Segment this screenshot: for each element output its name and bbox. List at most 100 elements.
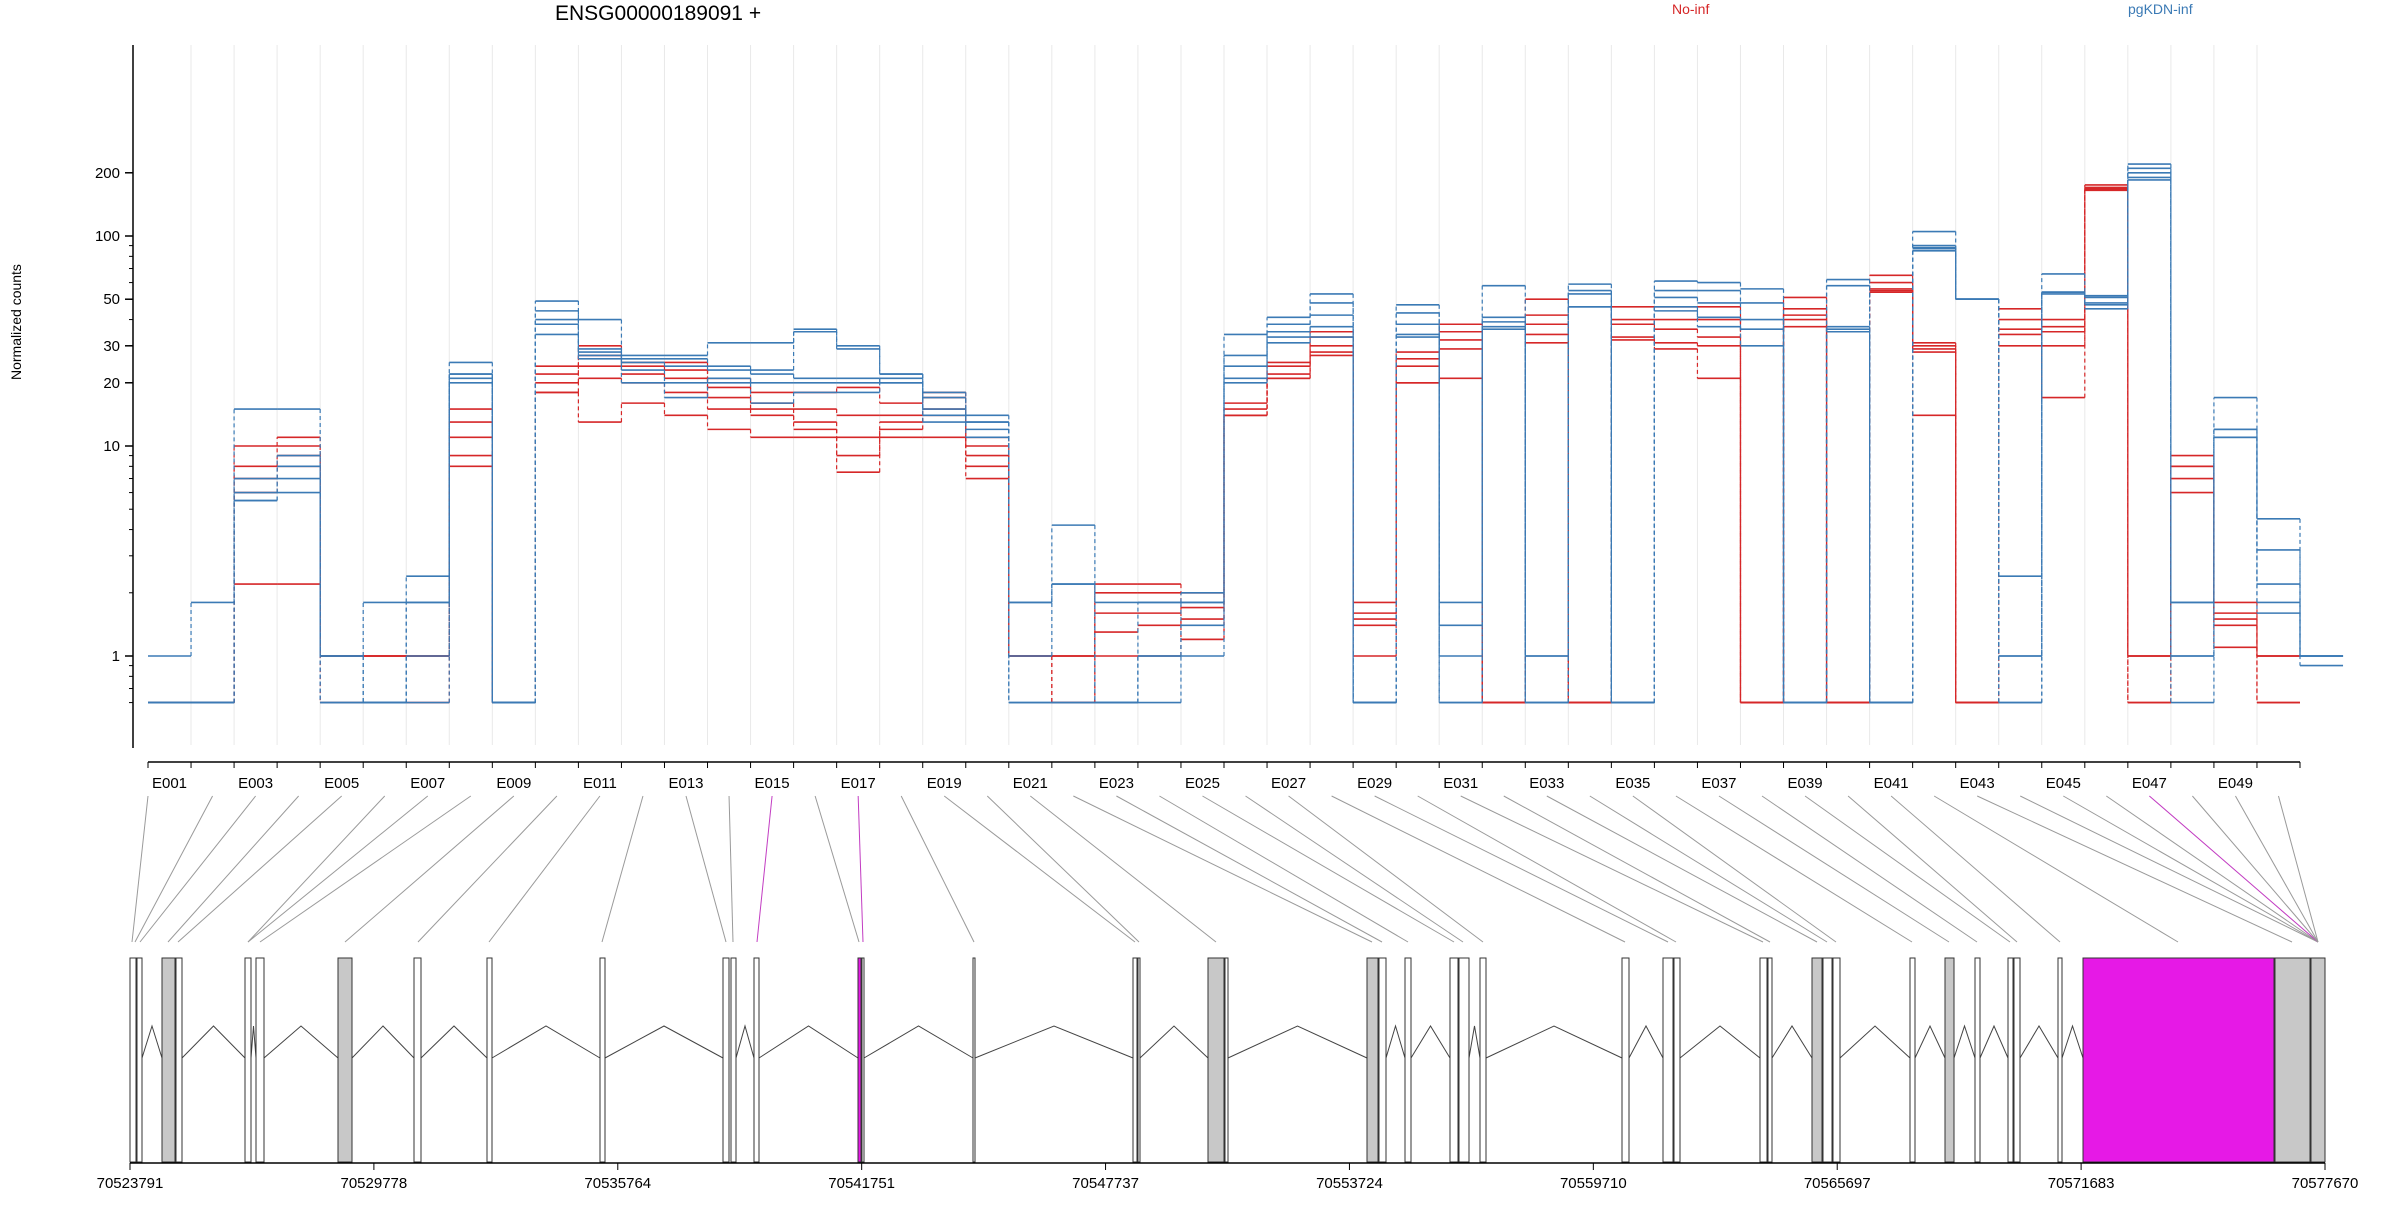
exon-connector [1632, 795, 1837, 943]
exon-connector [857, 795, 864, 943]
exon-connector [134, 795, 214, 943]
intron-line [1628, 1024, 1664, 1059]
x-tick-label: E011 [583, 775, 617, 792]
exon-box [1404, 957, 1412, 1163]
exon-connector [2149, 795, 2319, 943]
exon-box [2310, 957, 2326, 1163]
exon-box [2013, 957, 2021, 1163]
exon-box [337, 957, 353, 1163]
exon-connector [2192, 795, 2319, 943]
intron-line [1139, 1025, 1209, 1059]
y-tick-label: 200 [95, 165, 120, 182]
exon-box [2057, 957, 2063, 1163]
exon-connector [1976, 795, 2293, 943]
intron-line [1679, 1025, 1761, 1059]
x-tick-label: E049 [2218, 775, 2253, 792]
exon-connector [1245, 795, 1464, 943]
exon-box [486, 957, 493, 1163]
intron-line [604, 1025, 724, 1059]
exon-box [1378, 957, 1387, 1163]
exon-connector [344, 795, 515, 943]
x-tick-label: E027 [1271, 775, 1306, 792]
intron-line [2019, 1025, 2059, 1059]
exon-connector [1202, 795, 1455, 943]
exon-box [1621, 957, 1630, 1163]
exon-connector [1288, 795, 1484, 943]
genomic-coordinate-label: 70577670 [2292, 1175, 2359, 1192]
intron-line [141, 1024, 163, 1059]
intron-line [491, 1025, 601, 1059]
exon-connector [1933, 795, 2179, 943]
exon-box [1458, 957, 1470, 1163]
exon-box [2082, 957, 2275, 1163]
exon-connector [1847, 795, 2018, 943]
exon-connector [1503, 795, 1771, 943]
genomic-coordinate-label: 70565697 [1804, 1175, 1871, 1192]
exon-connector [2063, 795, 2319, 943]
intron-line [250, 1025, 257, 1059]
x-tick-label: E001 [152, 775, 187, 792]
exon-connector [1460, 795, 1764, 943]
genomic-coordinate-label: 70535764 [584, 1175, 651, 1192]
exon-connector [1890, 795, 2061, 943]
exon-box [129, 957, 137, 1163]
exon-connector [943, 795, 1136, 943]
exon-connector [986, 795, 1140, 943]
exon-connector [900, 795, 975, 943]
x-tick-label: E033 [1529, 775, 1564, 792]
intron-line [1839, 1025, 1911, 1059]
exon-box [753, 957, 760, 1163]
intron-line [263, 1025, 339, 1059]
exon-connector [1589, 795, 1828, 943]
intron-line [1468, 1025, 1481, 1059]
exon-box [1449, 957, 1459, 1163]
exon-connector [1159, 795, 1409, 943]
x-tick-label: E029 [1357, 775, 1392, 792]
legend-entry-no-inf: No-inf [1672, 1, 1710, 17]
intron-line [1385, 1024, 1406, 1059]
x-tick-label: E037 [1701, 775, 1736, 792]
exon-connector [601, 795, 644, 943]
intron-line [1914, 1024, 1946, 1059]
exon-box [722, 957, 730, 1163]
x-tick-label: E009 [496, 775, 531, 792]
exon-box [161, 957, 176, 1163]
exon-connector [2277, 795, 2319, 943]
exon-connector [131, 795, 149, 943]
x-tick-label: E035 [1615, 775, 1650, 792]
x-tick-label: E031 [1443, 775, 1478, 792]
y-tick-label: 100 [95, 228, 120, 245]
exon-box [861, 957, 865, 1163]
exon-box [730, 957, 737, 1163]
exon-connector [814, 795, 860, 943]
intron-line [863, 1025, 974, 1059]
exon-connector [1675, 795, 1913, 943]
genomic-coordinate-label: 70541751 [828, 1175, 895, 1192]
exon-box [1832, 957, 1841, 1163]
x-tick-label: E025 [1185, 775, 1220, 792]
x-tick-label: E047 [2132, 775, 2167, 792]
exon-box [136, 957, 143, 1163]
exon-box [1822, 957, 1833, 1163]
x-tick-label: E019 [927, 775, 962, 792]
exon-box [1207, 957, 1225, 1163]
exon-box [244, 957, 252, 1163]
x-tick-label: E041 [1874, 775, 1909, 792]
exon-connector [1804, 795, 2011, 943]
exon-connector [1718, 795, 1950, 943]
genomic-coordinate-label: 70529778 [341, 1175, 408, 1192]
intron-line [1227, 1025, 1368, 1059]
exon-box [1944, 957, 1955, 1163]
exon-box [1974, 957, 1981, 1163]
exon-connector [1116, 795, 1383, 943]
exon-connector [1761, 795, 1978, 943]
x-tick-label: E003 [238, 775, 273, 792]
y-tick-label: 30 [103, 338, 120, 355]
genomic-coordinate-label: 70553724 [1316, 1175, 1383, 1192]
exon-box [1759, 957, 1768, 1163]
exon-connector [2020, 795, 2319, 943]
genomic-coordinate-label: 70559710 [1560, 1175, 1627, 1192]
exon-connector [488, 795, 601, 943]
intron-line [974, 1025, 1134, 1059]
